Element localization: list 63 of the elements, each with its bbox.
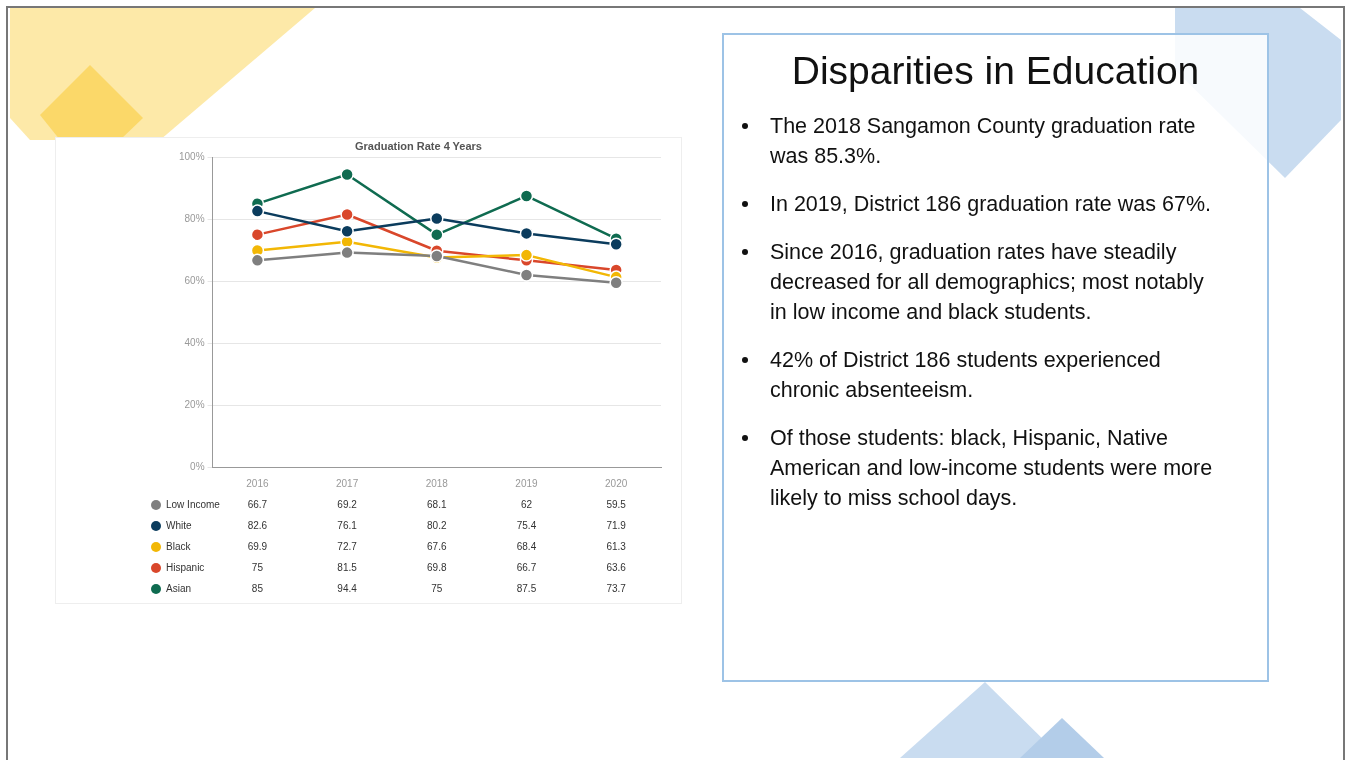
text: Of those students: black, Hispanic, Native American and low-income students were more likely to miss school days. bbox=[770, 425, 1214, 512]
data-label: 67.6 bbox=[427, 540, 447, 552]
x-tick-label: 2017 bbox=[335, 477, 359, 489]
y-tick-label: 40% bbox=[184, 336, 205, 348]
text: Disparities in Education bbox=[790, 49, 1201, 93]
x-tick-label: 2016 bbox=[246, 477, 269, 489]
x-tick-label: 2020 bbox=[605, 477, 628, 489]
y-tick-label: 100% bbox=[179, 150, 205, 162]
point bbox=[519, 248, 534, 262]
data-label: 75 bbox=[431, 582, 443, 594]
data-label: 72.7 bbox=[337, 540, 358, 552]
text: In 2019, District 186 graduation rate was 67%. bbox=[770, 191, 1212, 218]
data-label: 73.7 bbox=[606, 582, 627, 594]
point bbox=[340, 224, 354, 238]
point bbox=[250, 204, 265, 218]
data-label: 76.1 bbox=[337, 519, 358, 531]
data-label: 69.2 bbox=[337, 498, 358, 510]
data-label: 59.5 bbox=[606, 498, 627, 510]
data-label: 87.5 bbox=[516, 582, 537, 594]
point bbox=[519, 268, 534, 282]
data-label: 68.4 bbox=[516, 540, 537, 552]
point bbox=[519, 189, 534, 203]
point bbox=[609, 237, 623, 251]
data-label: 94.4 bbox=[337, 582, 358, 594]
point bbox=[340, 167, 354, 182]
data-label: 75 bbox=[251, 561, 264, 573]
point bbox=[250, 227, 265, 242]
data-label: 71.9 bbox=[606, 519, 627, 531]
data-label: 69.8 bbox=[427, 561, 447, 573]
text: The 2018 Sangamon County graduation rate was 85.3%. bbox=[770, 113, 1197, 170]
chart-title: Graduation Rate 4 Years bbox=[355, 139, 482, 152]
point bbox=[609, 275, 623, 290]
data-label: 66.7 bbox=[516, 561, 537, 573]
point bbox=[340, 207, 354, 222]
data-label: 66.7 bbox=[247, 498, 268, 510]
legend-label: Hispanic bbox=[166, 561, 205, 573]
data-label: 80.2 bbox=[427, 519, 447, 531]
legend-label: Black bbox=[166, 540, 192, 552]
y-tick-label: 20% bbox=[184, 398, 205, 410]
data-label: 75.4 bbox=[516, 519, 537, 531]
data-label: 63.6 bbox=[606, 561, 627, 573]
data-label: 69.9 bbox=[247, 540, 268, 552]
x-tick-label: 2019 bbox=[515, 477, 539, 489]
data-label: 82.6 bbox=[247, 519, 268, 531]
y-tick-label: 0% bbox=[190, 460, 205, 472]
data-label: 61.3 bbox=[606, 540, 627, 552]
point bbox=[340, 245, 354, 260]
data-label: 81.5 bbox=[337, 561, 358, 573]
text: 42% of District 186 students experienced chronic absenteeism. bbox=[770, 347, 1162, 404]
point bbox=[430, 211, 444, 226]
legend-label: White bbox=[166, 519, 192, 531]
legend-label: Asian bbox=[166, 582, 192, 594]
data-label: 85 bbox=[251, 582, 264, 594]
point bbox=[250, 253, 265, 268]
y-tick-label: 80% bbox=[184, 212, 205, 224]
point bbox=[430, 227, 444, 242]
point bbox=[519, 226, 534, 241]
x-tick-label: 2018 bbox=[425, 477, 449, 489]
y-tick-label: 60% bbox=[184, 274, 205, 286]
text: Since 2016, graduation rates have steadily decreased for all demographics; most notably in low income and black students. bbox=[770, 239, 1205, 326]
legend-label: Low Income bbox=[166, 498, 221, 510]
data-label: 68.1 bbox=[427, 498, 447, 510]
data-label: 62 bbox=[520, 498, 533, 510]
